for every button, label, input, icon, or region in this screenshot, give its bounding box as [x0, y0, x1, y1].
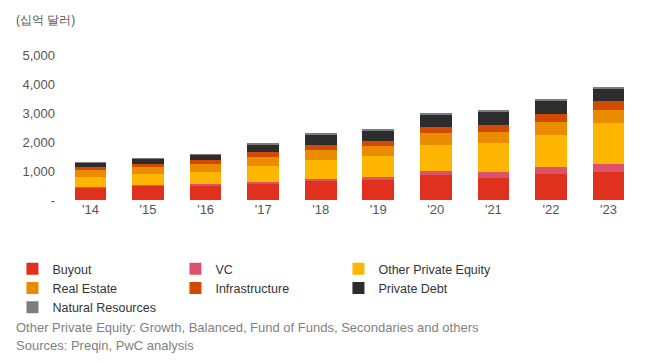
- svg-text:Private Debt: Private Debt: [378, 282, 447, 296]
- svg-text:3,000: 3,000: [22, 106, 55, 121]
- svg-text:Natural Resources: Natural Resources: [52, 301, 156, 315]
- svg-text:'18: '18: [312, 202, 329, 217]
- svg-text:VC: VC: [215, 263, 232, 277]
- svg-text:Other Private Equity: Growth,: Other Private Equity: Growth, Balanced, …: [16, 320, 479, 335]
- svg-text:5,000: 5,000: [22, 48, 55, 63]
- svg-text:-: -: [51, 193, 55, 208]
- svg-text:4,000: 4,000: [22, 77, 55, 92]
- svg-text:(십억 달러): (십억 달러): [16, 13, 75, 27]
- svg-text:Buyout: Buyout: [52, 263, 91, 277]
- svg-text:'19: '19: [370, 202, 387, 217]
- svg-text:'17: '17: [255, 202, 272, 217]
- svg-text:'21: '21: [485, 202, 502, 217]
- svg-text:2,000: 2,000: [22, 135, 55, 150]
- svg-text:'15: '15: [140, 202, 157, 217]
- svg-text:'14: '14: [82, 202, 99, 217]
- svg-text:'23: '23: [600, 202, 617, 217]
- svg-text:'22: '22: [542, 202, 559, 217]
- svg-text:Infrastructure: Infrastructure: [215, 282, 289, 296]
- svg-text:'16: '16: [197, 202, 214, 217]
- svg-text:Real Estate: Real Estate: [52, 282, 117, 296]
- svg-text:Sources: Preqin, PwC analysis: Sources: Preqin, PwC analysis: [16, 338, 194, 353]
- svg-text:'20: '20: [427, 202, 444, 217]
- svg-text:1,000: 1,000: [22, 164, 55, 179]
- svg-text:Other Private Equity: Other Private Equity: [378, 263, 491, 277]
